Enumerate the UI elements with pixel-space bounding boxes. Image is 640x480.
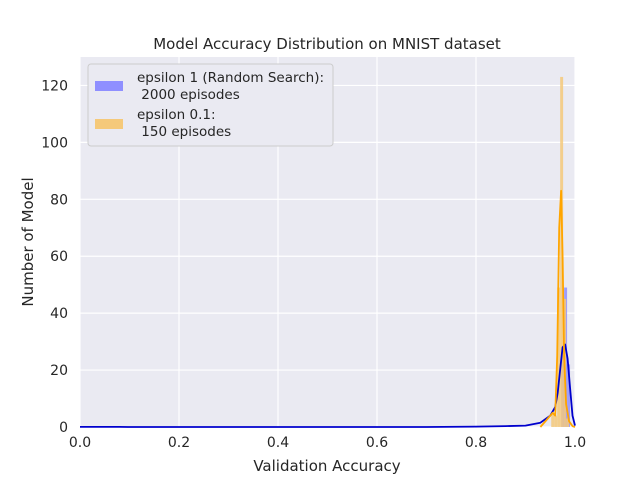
x-tick-label: 1.0 [564, 435, 586, 451]
legend-label-epsilon-1-line2: 2000 episodes [137, 87, 240, 103]
x-tick-label: 0.6 [366, 435, 388, 451]
y-tick-label: 80 [50, 192, 68, 208]
x-axis-title: Validation Accuracy [253, 457, 400, 475]
histogram-bar-series-1 [551, 412, 555, 427]
kde-lines [80, 189, 576, 428]
legend: epsilon 1 (Random Search): 2000 episodes… [87, 63, 334, 147]
legend-swatch-epsilon-1 [95, 81, 123, 91]
y-axis-title: Number of Model [19, 177, 37, 306]
chart-title: Model Accuracy Distribution on MNIST dat… [153, 35, 501, 53]
y-axis-ticks: 0 20 40 60 80 100 120 [41, 78, 68, 436]
x-tick-label: 0.2 [168, 435, 190, 451]
histogram-bar-series-1 [566, 418, 570, 427]
x-tick-label: 0.8 [465, 435, 487, 451]
y-tick-label: 20 [50, 363, 68, 379]
x-tick-label: 0.4 [267, 435, 289, 451]
x-tick-label: 0.0 [69, 435, 91, 451]
legend-label-epsilon-0-1-line1: epsilon 0.1: [137, 107, 216, 123]
y-tick-label: 100 [41, 135, 68, 151]
y-tick-label: 120 [41, 78, 68, 94]
histogram-bar-series-1 [557, 287, 561, 427]
y-tick-label: 0 [59, 420, 68, 436]
legend-label-epsilon-0-1-line2: 150 episodes [137, 124, 231, 140]
histogram-bar-series-0 [567, 364, 571, 427]
y-tick-label: 40 [50, 306, 68, 322]
kde-line-series-0 [80, 343, 576, 428]
x-axis-ticks: 0.0 0.2 0.4 0.6 0.8 1.0 [69, 435, 586, 451]
y-tick-label: 60 [50, 249, 68, 265]
histogram-bar-series-1 [554, 415, 558, 427]
kde-line-series-1 [539, 189, 576, 428]
legend-swatch-epsilon-0-1 [95, 119, 123, 129]
legend-label-epsilon-1-line1: epsilon 1 (Random Search): [137, 70, 324, 86]
legend-frame [87, 63, 334, 147]
